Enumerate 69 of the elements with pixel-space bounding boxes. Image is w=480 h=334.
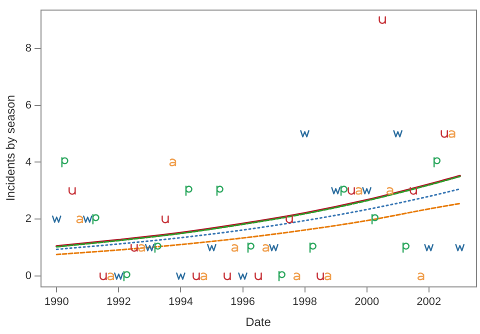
y-tick-label: 6: [25, 99, 32, 112]
point: [83, 216, 92, 223]
point: [254, 272, 262, 280]
point: [286, 216, 293, 224]
point: [100, 272, 107, 280]
point: [145, 244, 154, 252]
point: [176, 272, 186, 280]
point: [216, 186, 224, 196]
point: [293, 272, 300, 280]
point: [393, 130, 402, 138]
point: [402, 242, 410, 253]
y-tick-label: 2: [25, 213, 32, 226]
x-tick-label: 1992: [106, 296, 131, 308]
point: [231, 244, 238, 252]
x-tick-label: 1994: [168, 296, 193, 308]
point: [309, 242, 316, 253]
point: [238, 272, 248, 280]
x-tick-label: 1990: [44, 296, 69, 308]
x-tick-label: 1998: [292, 296, 318, 308]
point: [92, 214, 100, 224]
y-tick-label: 4: [25, 156, 32, 168]
point: [76, 216, 84, 224]
point: [355, 187, 362, 195]
x-tick-label: 1996: [230, 296, 255, 308]
point: [433, 157, 441, 168]
point: [192, 272, 200, 280]
point: [269, 244, 278, 252]
point: [331, 187, 340, 194]
y-axis-title: Incidents by season: [4, 94, 18, 202]
point: [324, 272, 332, 280]
point: [185, 186, 192, 196]
point: [61, 157, 68, 168]
point: [371, 214, 379, 224]
point: [448, 130, 456, 138]
point: [440, 130, 448, 138]
point: [378, 16, 386, 24]
point: [247, 242, 254, 253]
point: [154, 242, 162, 253]
point: [107, 272, 114, 280]
point: [162, 216, 169, 224]
point: [169, 158, 176, 166]
point: [316, 272, 324, 280]
x-tick-label: 2000: [354, 296, 380, 308]
point: [200, 272, 208, 280]
point: [340, 186, 348, 196]
x-tick-label: 2002: [416, 296, 442, 308]
point: [224, 272, 231, 280]
point: [410, 187, 417, 195]
x-axis-title: Date: [246, 315, 272, 330]
point: [362, 187, 372, 194]
point: [278, 271, 286, 282]
point: [130, 244, 138, 252]
line-series: [56, 188, 461, 250]
point: [386, 187, 394, 195]
point: [455, 244, 465, 252]
point: [138, 244, 146, 252]
point: [207, 244, 216, 252]
y-tick-label: 0: [25, 270, 32, 282]
point: [300, 130, 310, 138]
point: [123, 271, 130, 282]
point: [114, 272, 124, 280]
point: [417, 272, 424, 280]
point: [424, 244, 434, 252]
point: [52, 216, 62, 223]
point: [262, 244, 270, 252]
line-series: [56, 202, 461, 256]
point: [348, 187, 355, 195]
point: [68, 187, 76, 195]
y-tick-label: 8: [25, 42, 32, 54]
